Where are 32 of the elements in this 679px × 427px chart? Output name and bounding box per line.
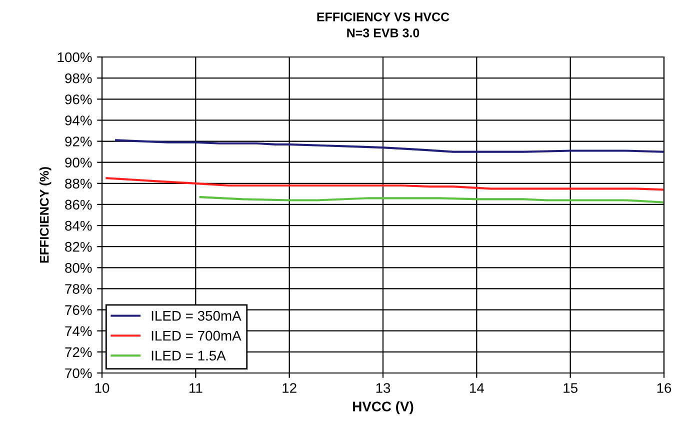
y-tick-label: 94%: [65, 116, 92, 126]
x-tick-label: 12: [282, 383, 296, 393]
y-tick-label: 84%: [65, 220, 92, 231]
legend-label: ILED = 1.5A: [152, 350, 226, 361]
x-tick-label: 14: [470, 383, 484, 393]
y-tick-label: 98%: [65, 73, 92, 84]
x-tick-label: 11: [190, 383, 202, 393]
y-tick-label: 72%: [65, 347, 92, 358]
y-tick-label: 76%: [65, 305, 92, 315]
chart-title: EFFICIENCY VS HVCC: [317, 12, 450, 22]
legend-label: ILED = 700mA: [152, 330, 242, 341]
y-tick-label: 100%: [58, 52, 92, 62]
y-tick-label: 90%: [65, 158, 92, 168]
y-tick-label: 82%: [65, 242, 92, 252]
y-tick-label: 88%: [65, 178, 92, 189]
x-tick-label: 16: [657, 383, 672, 393]
y-tick-label: 74%: [65, 326, 92, 336]
chart-subtitle: N=3 EVB 3.0: [347, 28, 420, 38]
y-tick-label: 92%: [65, 136, 92, 146]
x-tick-label: 15: [564, 383, 578, 393]
y-axis-title: EFFICIENCY (%): [40, 167, 52, 263]
y-tick-label: 96%: [65, 94, 92, 104]
y-tick-label: 78%: [65, 284, 92, 294]
x-tick-label: 13: [376, 383, 390, 393]
legend-label: ILED = 350mA: [152, 310, 242, 321]
y-tick-label: 70%: [65, 368, 92, 378]
x-axis-title: HVCC (V): [353, 401, 414, 414]
y-tick-label: 86%: [65, 200, 92, 210]
line-series: [115, 139, 664, 153]
line-series: [106, 177, 664, 191]
y-tick-label: 80%: [65, 263, 92, 273]
x-tick-label: 10: [95, 383, 110, 393]
